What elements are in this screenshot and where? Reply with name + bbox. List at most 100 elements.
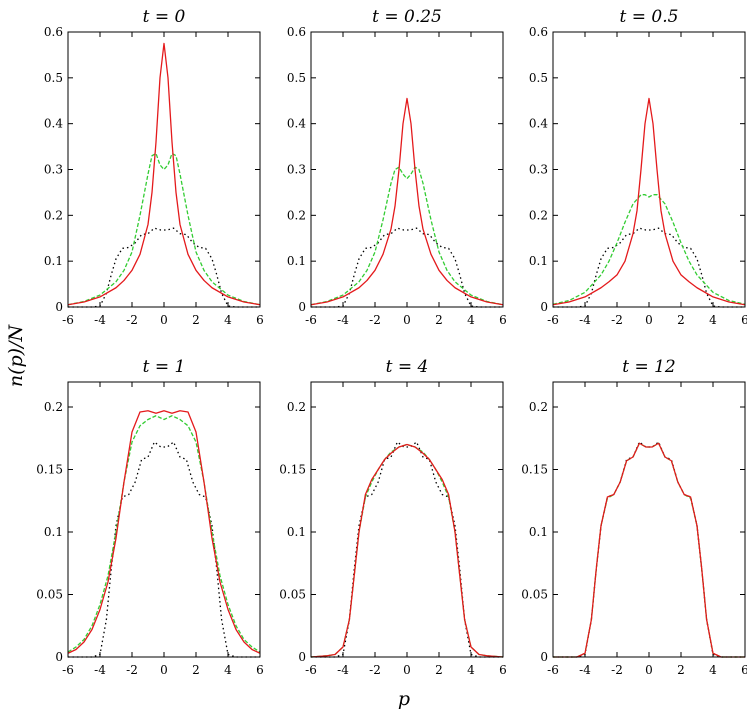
y-tick-label: 0.6 <box>44 25 63 39</box>
x-tick-label: 6 <box>256 663 264 677</box>
x-tick-label: -6 <box>547 663 559 677</box>
y-tick-label: 0.3 <box>287 163 306 177</box>
x-tick-label: 4 <box>467 313 475 327</box>
y-tick-label: 0.1 <box>529 254 548 268</box>
series-line-2 <box>310 166 504 306</box>
x-tick-label: 4 <box>709 663 717 677</box>
y-tick-label: 0.2 <box>44 400 63 414</box>
x-tick-label: -2 <box>126 313 138 327</box>
x-tick-label: -6 <box>62 663 74 677</box>
series-line-3 <box>68 441 260 658</box>
series-line-2 <box>552 194 746 305</box>
x-tick-label: 0 <box>160 663 168 677</box>
y-tick-label: 0.3 <box>44 163 63 177</box>
y-tick-label: 0.15 <box>36 463 63 477</box>
panel-3: t = 0.5 0 0.1 0.2 0.3 0.4 0.5 0.6 -6 -4 -2 0 2 4 6 <box>529 7 747 327</box>
y-tick-label: 0.05 <box>36 588 63 602</box>
plot-frame <box>310 381 504 658</box>
y-tick-label: 0 <box>298 300 306 314</box>
series-line-3 <box>68 227 260 308</box>
y-tick-label: 0.1 <box>287 254 306 268</box>
y-tick-label: 0.15 <box>279 463 306 477</box>
y-tick-label: 0.05 <box>279 588 306 602</box>
x-tick-label: -6 <box>547 313 559 327</box>
y-axis-label: n(p)/N <box>5 324 27 388</box>
series-line-1 <box>552 97 746 306</box>
x-tick-label: -2 <box>611 663 623 677</box>
x-tick-label: -2 <box>126 663 138 677</box>
panel-title: t = 0.25 <box>372 7 442 27</box>
x-tick-label: 6 <box>741 313 747 327</box>
series-line-1 <box>553 442 745 658</box>
y-tick-label: 0.2 <box>529 208 548 222</box>
x-tick-label: 2 <box>192 663 200 677</box>
panel-title: t = 1 <box>143 357 186 377</box>
y-tick-label: 0.4 <box>287 117 306 131</box>
y-tick-label: 0.5 <box>287 71 306 85</box>
x-tick-label: 6 <box>256 313 264 327</box>
x-tick-label: 2 <box>677 663 685 677</box>
y-tick-label: 0.15 <box>521 463 548 477</box>
x-tick-label: 4 <box>224 313 232 327</box>
x-tick-label: 2 <box>435 663 443 677</box>
x-tick-label: -6 <box>305 663 317 677</box>
x-tick-label: 2 <box>677 313 685 327</box>
y-tick-label: 0.05 <box>521 588 548 602</box>
y-tick-label: 0.2 <box>287 208 306 222</box>
y-tick-label: 0.2 <box>44 208 63 222</box>
plot-frame <box>310 31 504 308</box>
x-tick-label: 0 <box>403 313 411 327</box>
series-line-2 <box>553 442 745 658</box>
x-tick-label: 6 <box>741 663 747 677</box>
panel-4: t = 1 0 0.05 0.1 0.15 0.2 -6 -4 -2 0 2 4 6 <box>36 357 264 677</box>
series-line-2 <box>67 415 261 653</box>
y-tick-label: 0.6 <box>287 25 306 39</box>
y-tick-label: 0.1 <box>44 525 63 539</box>
y-tick-label: 0.3 <box>529 163 548 177</box>
series-line-3 <box>553 441 745 658</box>
x-tick-label: 4 <box>709 313 717 327</box>
x-tick-label: 2 <box>192 313 200 327</box>
panel-1: t = 0 0 0.1 0.2 0.3 0.4 0.5 0.6 -6 -4 -2 0 2 4 6 <box>44 7 264 327</box>
y-tick-label: 0.1 <box>287 525 306 539</box>
y-tick-label: 0.5 <box>529 71 548 85</box>
panel-title: t = 12 <box>622 357 676 377</box>
x-tick-label: -4 <box>337 313 349 327</box>
y-tick-label: 0.5 <box>44 71 63 85</box>
y-tick-label: 0.1 <box>529 525 548 539</box>
x-axis-label: p <box>398 688 410 710</box>
x-tick-label: -4 <box>94 663 106 677</box>
panel-title: t = 4 <box>386 357 429 377</box>
x-tick-label: 4 <box>467 663 475 677</box>
y-tick-label: 0 <box>540 650 548 664</box>
y-tick-label: 0.2 <box>287 400 306 414</box>
x-tick-label: 0 <box>645 663 653 677</box>
y-tick-label: 0.6 <box>529 25 548 39</box>
x-tick-label: 2 <box>435 313 443 327</box>
x-tick-label: -4 <box>94 313 106 327</box>
x-tick-label: -4 <box>579 663 591 677</box>
y-tick-label: 0 <box>540 300 548 314</box>
panel-6: t = 12 0 0.05 0.1 0.15 0.2 -6 -4 -2 0 2 4 6 <box>521 357 747 677</box>
panels: t = 000.10.20.30.40.50.6-6 -4 -2 0 2 4 6t = 0.… <box>36 7 747 677</box>
series-line-1 <box>67 42 261 306</box>
x-tick-label: -2 <box>369 313 381 327</box>
x-tick-label: -2 <box>369 663 381 677</box>
y-tick-label: 0 <box>55 650 63 664</box>
series-line-3 <box>311 441 503 658</box>
x-tick-label: 0 <box>403 663 411 677</box>
series-line-2 <box>310 443 504 658</box>
plot-frame <box>67 381 261 658</box>
x-tick-label: 6 <box>499 313 507 327</box>
y-tick-label: 0 <box>298 650 306 664</box>
y-tick-label: 0 <box>55 300 63 314</box>
plot-frame <box>67 31 261 308</box>
series-line-3 <box>311 227 503 308</box>
y-tick-label: 0.2 <box>529 400 548 414</box>
y-tick-label: 0.4 <box>529 117 548 131</box>
series-line-1 <box>310 97 504 306</box>
panel-5: t = 4 0 0.05 0.1 0.15 0.2 -6 -4 -2 0 2 4 6 <box>279 357 507 677</box>
y-tick-label: 0.1 <box>44 254 63 268</box>
x-tick-label: 4 <box>224 663 232 677</box>
